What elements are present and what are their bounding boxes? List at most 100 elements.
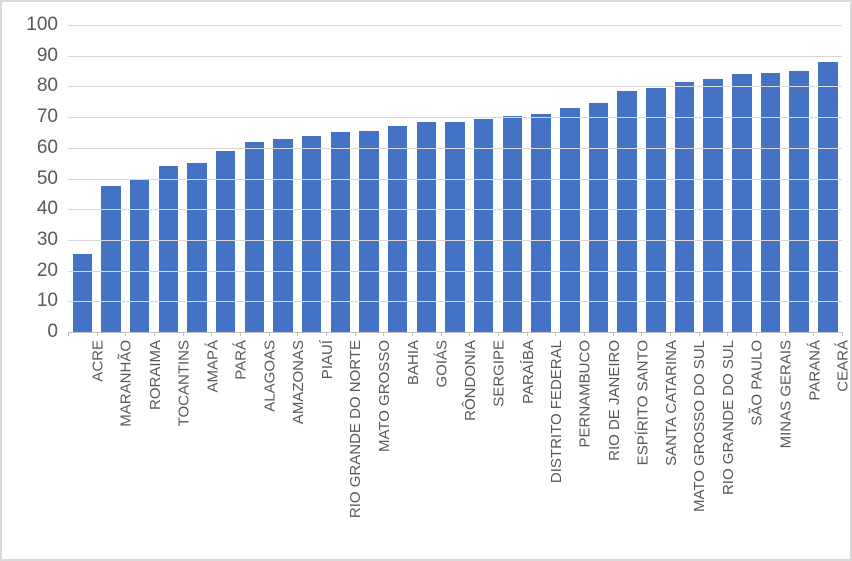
bar-21 [674, 81, 695, 332]
bar-12 [416, 121, 437, 332]
x-label-cell: MATO GROSSO [355, 338, 393, 559]
y-axis-tick-label: 60 [36, 136, 58, 158]
x-label-cell: RORAIMA [125, 338, 164, 559]
bar-22 [703, 78, 723, 332]
x-label-cell: PIAUÍ [297, 338, 336, 559]
bar-2 [129, 180, 150, 332]
y-axis-tick-label: 70 [36, 106, 58, 128]
bar-25 [789, 71, 809, 332]
bar-8 [301, 135, 322, 332]
category-tick [756, 332, 757, 336]
x-label-cell: DISTRITO FEDERAL [527, 338, 565, 559]
bar-cell [412, 25, 441, 332]
y-axis-tick-label: 10 [36, 290, 58, 312]
x-label-cell: ACRE [68, 338, 106, 559]
x-label-cell: PARAÍBA [498, 338, 536, 559]
y-axis-tick-label: 90 [36, 44, 58, 66]
bar-cell [527, 25, 556, 332]
bar-cell [326, 25, 355, 332]
x-label-cell: PERNAMBUCO [555, 338, 594, 559]
bar-cell [441, 25, 470, 332]
category-tick [440, 332, 442, 336]
bar-16 [531, 114, 551, 332]
bar-0 [72, 253, 93, 332]
bar-10 [359, 130, 379, 332]
bar-cell [297, 25, 326, 332]
x-label-cell: GOIÁS [412, 338, 450, 559]
gridline-y-30 [68, 239, 842, 241]
category-tick [526, 332, 528, 336]
gridline-y-10 [68, 301, 842, 303]
bar-17 [560, 107, 580, 332]
bar-1 [101, 186, 121, 332]
bar-cell [125, 25, 154, 332]
x-label-cell: RIO GRANDE DO NORTE [326, 338, 364, 559]
bar-14 [474, 118, 494, 332]
category-tick [612, 332, 614, 336]
bar-4 [187, 163, 207, 332]
bar-6 [244, 141, 265, 332]
gridline-y-80 [68, 86, 842, 88]
bar-cell [699, 25, 728, 332]
bar-cell [68, 25, 97, 332]
bar-cell [670, 25, 699, 332]
bar-5 [215, 150, 236, 332]
category-tick [813, 332, 815, 336]
gridline-y-40 [68, 209, 842, 211]
bar-18 [588, 103, 609, 332]
category-tick [842, 332, 843, 336]
x-label-cell: CEARÁ [813, 338, 850, 559]
category-tick [268, 332, 270, 336]
bar-cell [240, 25, 269, 332]
gridline-y-90 [68, 55, 842, 57]
x-label-cell: MINAS GERAIS [756, 338, 794, 559]
category-tick [698, 332, 700, 336]
y-axis-tick-label: 80 [36, 75, 58, 97]
x-axis-line [68, 332, 842, 333]
category-tick [498, 332, 499, 336]
bar-15 [502, 115, 523, 332]
bar-cell [613, 25, 642, 332]
x-label-cell: AMAPÁ [183, 338, 221, 559]
x-label-cell: PARÁ [211, 338, 250, 559]
y-axis-tick-label: 40 [36, 198, 58, 220]
category-tick [154, 332, 155, 336]
gridline-y-20 [68, 270, 842, 272]
x-label-cell: RÔNDONIA [441, 338, 479, 559]
bar-cell [469, 25, 498, 332]
category-tick [555, 332, 557, 336]
x-axis-category-label: CEARÁ [834, 340, 852, 392]
bar-23 [732, 74, 752, 332]
bar-cell [383, 25, 412, 332]
y-axis-tick-label: 100 [26, 14, 58, 35]
x-label-cell: SERGIPE [469, 338, 508, 559]
category-tick [670, 332, 671, 336]
bar-7 [273, 138, 293, 332]
bar-cell [355, 25, 384, 332]
category-tick [584, 332, 585, 336]
y-axis-tick-label: 50 [36, 167, 58, 189]
y-axis-tick-label: 30 [36, 228, 58, 250]
y-axis-tick-label: 20 [36, 259, 58, 281]
category-tick [641, 332, 643, 336]
bar-cell [154, 25, 183, 332]
y-axis-tick-label: 0 [47, 321, 58, 342]
x-label-cell: TOCANTINS [154, 338, 192, 559]
category-tick [211, 332, 213, 336]
category-tick [326, 332, 327, 336]
bar-cell [183, 25, 212, 332]
x-label-cell: MARANHÃO [97, 338, 135, 559]
category-tick [125, 332, 127, 336]
category-tick [469, 332, 471, 336]
x-label-cell: ALAGOAS [240, 338, 278, 559]
x-label-cell: PARANÁ [785, 338, 823, 559]
gridline-y-50 [68, 178, 842, 180]
bar-cell [727, 25, 756, 332]
x-label-cell: SÃO PAULO [727, 338, 766, 559]
bar-13 [445, 121, 465, 332]
category-tick [784, 332, 786, 336]
bar-cell [97, 25, 126, 332]
bar-3 [158, 166, 179, 332]
category-tick [727, 332, 729, 336]
